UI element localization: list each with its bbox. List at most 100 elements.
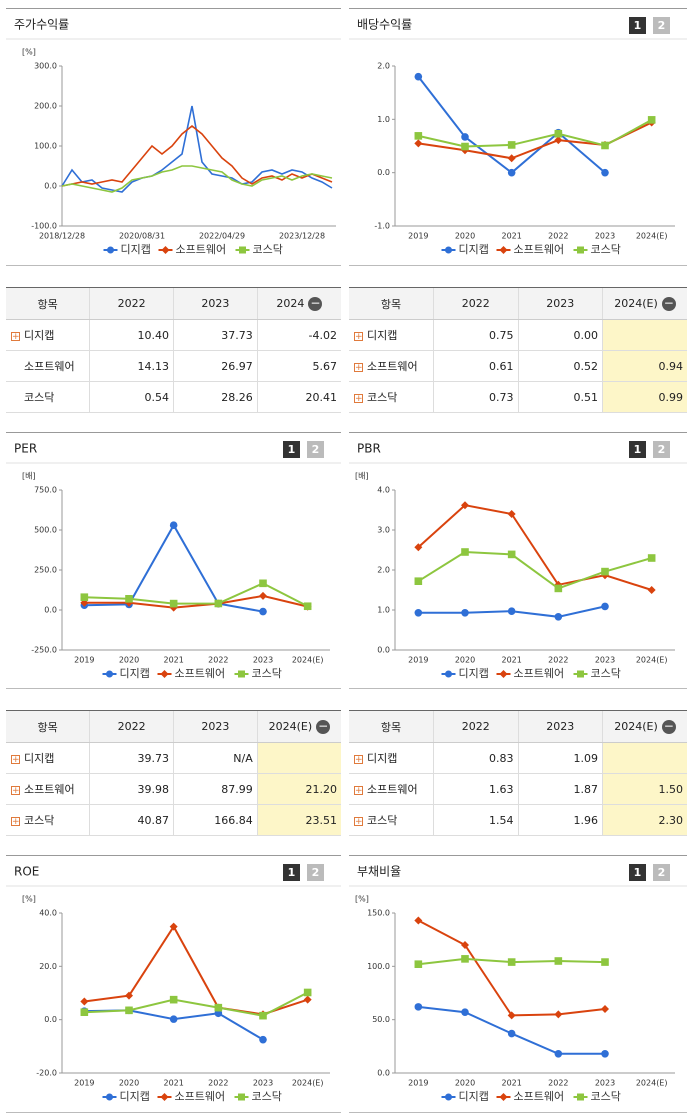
header-row: 항목 2022 2023 2024(E) − bbox=[6, 710, 341, 743]
x-tick-label: 2018/12/28 bbox=[39, 232, 85, 241]
marker bbox=[507, 1011, 516, 1020]
x-tick-label: 2023 bbox=[595, 656, 615, 665]
pager-label: 1 bbox=[634, 19, 642, 32]
legend-label: 코스닥 bbox=[591, 1090, 621, 1103]
expand-button[interactable]: + bbox=[354, 331, 363, 342]
legend-marker bbox=[107, 246, 114, 254]
row-label: 코스닥 bbox=[367, 391, 398, 404]
chart-panel: ROE 1 2 [%] 40.0 20.0 0.0 -20.0 2019 2020 2021 2022… bbox=[6, 855, 341, 1113]
y-tick-label: -1.0 bbox=[374, 222, 390, 231]
pager-button[interactable] bbox=[307, 441, 324, 458]
x-tick-label: 2020/08/31 bbox=[119, 232, 165, 241]
x-tick-label: 2023 bbox=[595, 232, 615, 241]
x-tick-label: 2023/12/28 bbox=[279, 232, 325, 241]
table-row: + 디지캡 0.75 0.00 bbox=[349, 319, 687, 351]
marker bbox=[125, 991, 133, 1000]
pager-label: 2 bbox=[658, 866, 666, 879]
value-cell: 0.75 bbox=[433, 319, 518, 351]
expand-button[interactable]: + bbox=[354, 785, 363, 796]
marker bbox=[169, 599, 178, 608]
column-header: 2023 bbox=[517, 287, 603, 320]
legend-label: 코스닥 bbox=[591, 667, 621, 680]
marker bbox=[601, 567, 609, 576]
expand-button[interactable]: + bbox=[354, 754, 363, 765]
pager-button[interactable] bbox=[629, 17, 646, 34]
pager-button[interactable] bbox=[653, 441, 670, 458]
legend-marker bbox=[577, 1093, 584, 1101]
column-header-text: 2022 bbox=[461, 297, 490, 310]
collapse-button[interactable]: − bbox=[316, 718, 331, 734]
x-tick-label: 2022/04/29 bbox=[199, 232, 245, 241]
column-header: 2024(E) − bbox=[256, 710, 341, 743]
row-label: 코스닥 bbox=[24, 814, 55, 827]
marker bbox=[461, 609, 469, 617]
expand-button[interactable]: + bbox=[11, 816, 20, 827]
pager-button[interactable] bbox=[629, 441, 646, 458]
legend-marker bbox=[161, 246, 170, 254]
y-tick-label: 1.0 bbox=[377, 115, 390, 124]
marker bbox=[554, 613, 563, 621]
x-tick-label: 2023 bbox=[253, 1079, 273, 1088]
y-tick-label: -250.0 bbox=[31, 646, 57, 655]
collapse-button[interactable]: − bbox=[661, 295, 676, 311]
y-tick-label: 100.0 bbox=[34, 142, 57, 151]
series-line bbox=[418, 118, 653, 148]
expand-button[interactable]: + bbox=[11, 331, 20, 342]
row-label-cell: + 코스닥 bbox=[349, 804, 434, 836]
marker bbox=[554, 584, 563, 593]
value-cell: 28.26 bbox=[173, 381, 258, 413]
pager-button[interactable] bbox=[283, 441, 300, 458]
expand-button[interactable]: + bbox=[354, 362, 363, 373]
chart-title: ROE bbox=[14, 865, 39, 879]
axis-unit: [%] bbox=[22, 48, 36, 57]
column-header: 항목 bbox=[6, 710, 90, 743]
pager-label: 1 bbox=[288, 866, 296, 879]
table-row: + 소프트웨어 39.98 87.99 21.20 bbox=[6, 773, 341, 805]
pager-label: 1 bbox=[634, 443, 642, 456]
chart-title: 주가수익률 bbox=[14, 18, 69, 32]
value-cell bbox=[602, 319, 687, 351]
legend-label: 디지캡 bbox=[120, 1090, 150, 1103]
y-tick-label: 250.0 bbox=[34, 566, 57, 575]
expand-button[interactable]: + bbox=[11, 785, 20, 796]
pager-button[interactable] bbox=[283, 864, 300, 881]
x-tick-label: 2022 bbox=[548, 656, 568, 665]
collapse-button[interactable]: − bbox=[661, 718, 676, 734]
column-header: 항목 bbox=[349, 710, 434, 743]
row-label: 디지캡 bbox=[367, 329, 398, 342]
legend-label: 디지캡 bbox=[459, 243, 489, 256]
expand-button[interactable]: + bbox=[11, 754, 20, 765]
table: 항목 2022 2023 2024(E) − + 디지캡 39.73 N/A + 소프트웨어 39.9… bbox=[6, 710, 341, 836]
column-header: 2024(E) − bbox=[602, 710, 687, 743]
y-tick-label: 0.0 bbox=[44, 1015, 57, 1024]
x-tick-label: 2020 bbox=[455, 232, 475, 241]
pager-button[interactable] bbox=[307, 864, 324, 881]
series-line bbox=[61, 124, 333, 187]
column-header: 2022 bbox=[89, 287, 174, 320]
chart: 주가수익률 [%] 300.0 200.0 100.0 0.0 -100.02018/12/… bbox=[6, 18, 341, 256]
column-header: 2023 bbox=[173, 287, 258, 320]
row-label-cell: 소프트웨어 bbox=[6, 350, 90, 382]
marker bbox=[461, 1008, 469, 1016]
pager-button[interactable] bbox=[653, 17, 670, 34]
chart-panel: 주가수익률 [%] 300.0 200.0 100.0 0.0 -100.0 2018/12/… bbox=[6, 8, 341, 266]
pager-button[interactable] bbox=[653, 864, 670, 881]
column-header: 2023 bbox=[173, 710, 258, 743]
legend-marker bbox=[160, 670, 169, 678]
y-tick-label: 300.0 bbox=[34, 62, 57, 71]
marker bbox=[303, 988, 312, 997]
table-row: + 소프트웨어 0.61 0.52 0.94 bbox=[349, 350, 687, 382]
marker bbox=[507, 510, 516, 518]
expand-button[interactable]: + bbox=[354, 816, 363, 827]
chart-panel: PBR 1 2 [배] 4.0 3.0 2.0 1.0 0.0 2019 2020 2021 2022 2… bbox=[349, 432, 687, 689]
value-cell: 39.98 bbox=[89, 773, 174, 805]
expand-button[interactable]: + bbox=[354, 393, 363, 404]
marker bbox=[507, 168, 516, 177]
row-label-cell: 코스닥 bbox=[6, 381, 90, 413]
legend-label: 소프트웨어 bbox=[175, 667, 226, 680]
pager-button[interactable] bbox=[629, 864, 646, 881]
column-header: 2023 bbox=[517, 710, 603, 743]
value-cell: 1.96 bbox=[517, 804, 603, 836]
collapse-button[interactable]: − bbox=[308, 295, 323, 311]
